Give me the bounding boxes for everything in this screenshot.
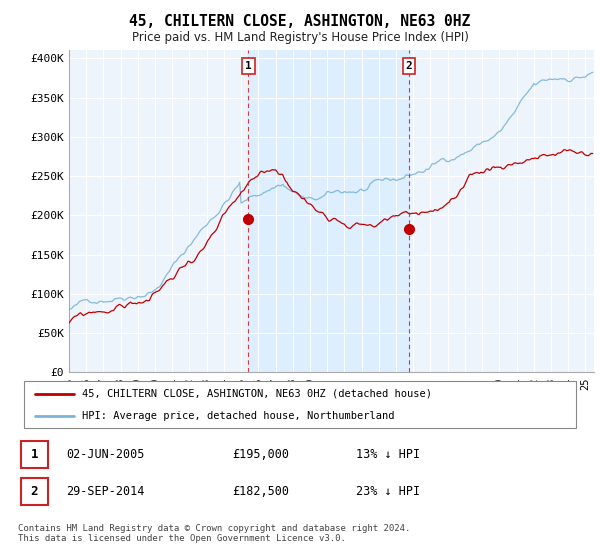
- FancyBboxPatch shape: [24, 381, 576, 428]
- Text: Contains HM Land Registry data © Crown copyright and database right 2024.
This d: Contains HM Land Registry data © Crown c…: [18, 524, 410, 543]
- Text: 23% ↓ HPI: 23% ↓ HPI: [356, 485, 421, 498]
- Text: 29-SEP-2014: 29-SEP-2014: [66, 485, 145, 498]
- Text: 2: 2: [31, 485, 38, 498]
- Text: 2: 2: [406, 61, 412, 71]
- Text: 13% ↓ HPI: 13% ↓ HPI: [356, 448, 421, 461]
- Text: 02-JUN-2005: 02-JUN-2005: [66, 448, 145, 461]
- Text: 1: 1: [245, 61, 252, 71]
- Text: £182,500: £182,500: [232, 485, 289, 498]
- FancyBboxPatch shape: [21, 478, 48, 505]
- Text: Price paid vs. HM Land Registry's House Price Index (HPI): Price paid vs. HM Land Registry's House …: [131, 31, 469, 44]
- Text: £195,000: £195,000: [232, 448, 289, 461]
- Text: 1: 1: [31, 448, 38, 461]
- Bar: [248, 50, 409, 372]
- FancyBboxPatch shape: [21, 441, 48, 468]
- Text: HPI: Average price, detached house, Northumberland: HPI: Average price, detached house, Nort…: [82, 410, 394, 421]
- Text: 45, CHILTERN CLOSE, ASHINGTON, NE63 0HZ (detached house): 45, CHILTERN CLOSE, ASHINGTON, NE63 0HZ …: [82, 389, 432, 399]
- Text: 45, CHILTERN CLOSE, ASHINGTON, NE63 0HZ: 45, CHILTERN CLOSE, ASHINGTON, NE63 0HZ: [130, 14, 470, 29]
